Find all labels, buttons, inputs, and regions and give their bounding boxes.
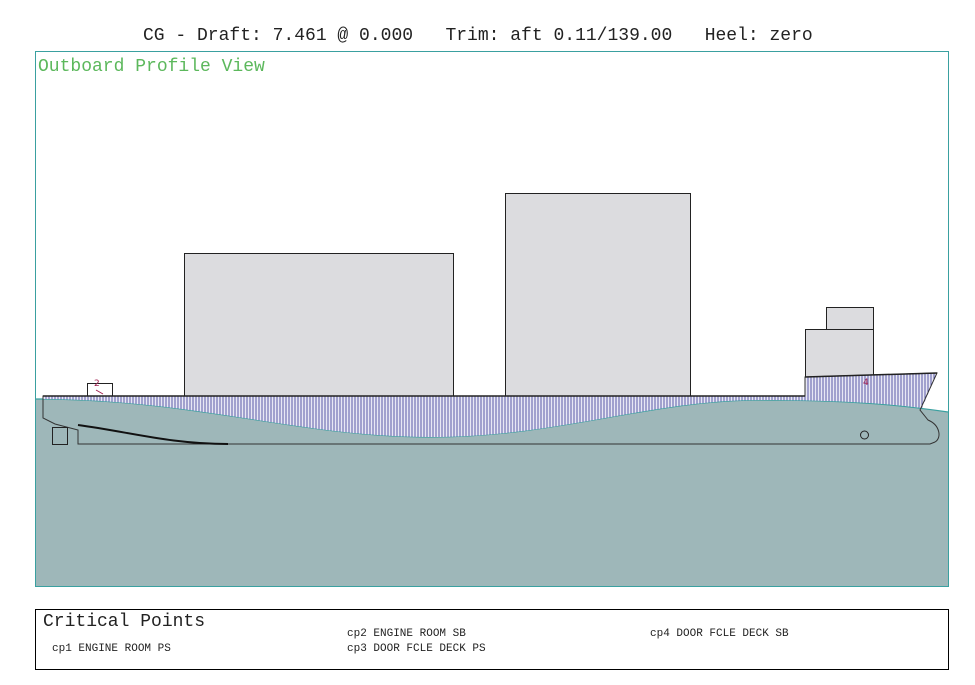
critical-point: cp2 ENGINE ROOM SB bbox=[347, 628, 466, 640]
critical-points-panel bbox=[35, 609, 949, 670]
waterline bbox=[36, 398, 949, 438]
hull-line bbox=[77, 424, 229, 445]
deck-structure bbox=[87, 383, 113, 397]
marker-tick bbox=[95, 389, 104, 395]
deck-structure bbox=[826, 307, 874, 330]
thruster bbox=[860, 430, 869, 440]
point-marker: 4 bbox=[863, 378, 869, 388]
status-line: CG - Draft: 7.461 @ 0.000 Trim: aft 0.11… bbox=[143, 26, 813, 46]
view-label: Outboard Profile View bbox=[38, 57, 265, 77]
point-marker: 2 bbox=[94, 379, 100, 389]
critical-point: cp3 DOOR FCLE DECK PS bbox=[347, 643, 486, 655]
critical-point: cp4 DOOR FCLE DECK SB bbox=[650, 628, 789, 640]
deck-line bbox=[804, 372, 938, 378]
deck-structure bbox=[505, 193, 691, 397]
hull-freeboard bbox=[43, 373, 937, 437]
deck-structure bbox=[184, 253, 454, 397]
water bbox=[36, 399, 948, 586]
frame bbox=[35, 51, 949, 587]
deck-structure bbox=[805, 329, 874, 378]
hull-outline bbox=[42, 372, 940, 445]
rudder bbox=[52, 427, 68, 445]
critical-point: cp1 ENGINE ROOM PS bbox=[52, 643, 171, 655]
panel-title: Critical Points bbox=[43, 612, 205, 632]
